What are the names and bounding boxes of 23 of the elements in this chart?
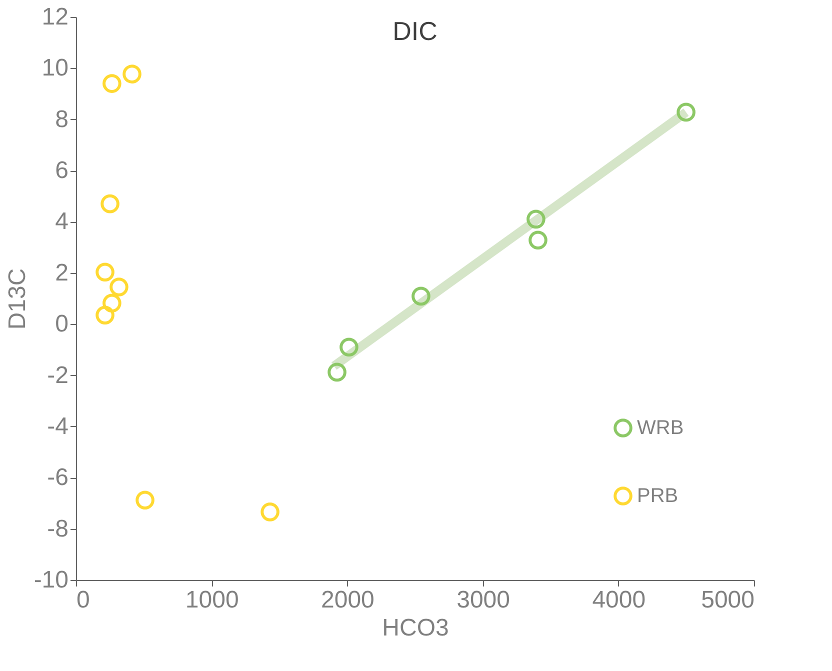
y-axis-title: D13C: [4, 268, 31, 330]
legend-label: WRB: [637, 417, 684, 439]
y-tick-label: 12: [42, 4, 68, 30]
x-axis-title: HCO3: [382, 614, 449, 642]
x-tick-label: 3000: [456, 586, 510, 614]
y-tick-label: -10: [34, 566, 68, 594]
x-tick-label: 5000: [701, 586, 754, 614]
y-tick-label: 2: [55, 259, 68, 286]
y-tick-label: 4: [55, 208, 68, 236]
x-tick-label: 4000: [592, 586, 646, 614]
x-tick-label: 1000: [185, 586, 239, 614]
legend-label: PRB: [637, 485, 678, 507]
y-tick-label: -4: [47, 412, 68, 440]
y-tick-label: 10: [42, 54, 68, 82]
y-tick-label: -2: [47, 362, 68, 389]
y-tick-label: 6: [55, 157, 68, 184]
y-tick-label: 8: [55, 106, 68, 133]
y-tick-label: -6: [47, 464, 68, 492]
y-tick-label: -8: [47, 515, 68, 542]
y-tick-label: 0: [55, 310, 68, 338]
x-tick-label: 0: [76, 586, 90, 614]
chart-title: DIC: [392, 16, 438, 46]
x-tick-label: 2000: [321, 586, 374, 614]
